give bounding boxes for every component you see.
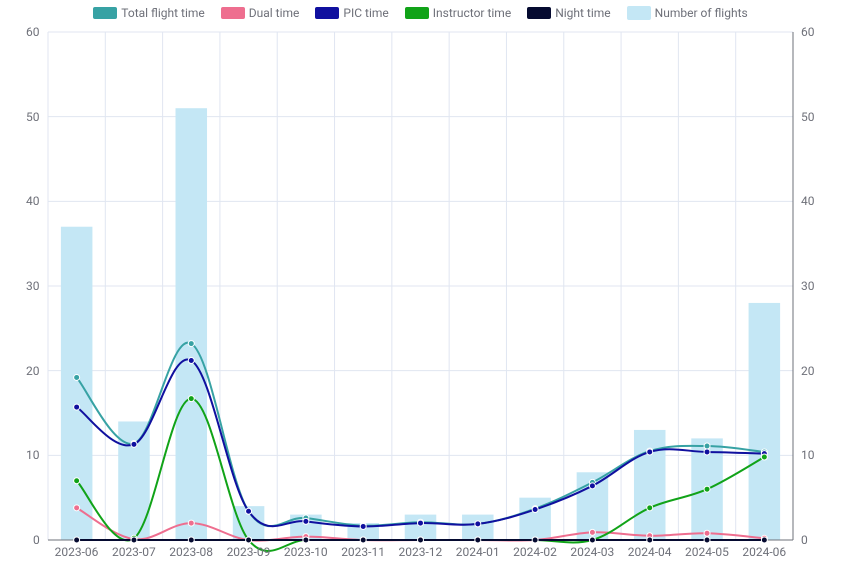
series-flights: [61, 108, 780, 540]
bar: [405, 515, 437, 540]
marker: [74, 537, 80, 543]
marker: [418, 537, 424, 543]
legend-item-instructor[interactable]: Instructor time: [405, 6, 511, 20]
marker: [188, 358, 194, 364]
marker: [74, 374, 80, 380]
xaxis-tick: 2024-01: [456, 545, 500, 559]
legend-swatch: [93, 7, 117, 19]
legend: Total flight time Dual time PIC time Instru…: [0, 6, 841, 20]
xaxis-tick: 2023-12: [399, 545, 443, 559]
marker: [74, 505, 80, 511]
legend-label: PIC time: [343, 6, 388, 20]
yaxis-right-tick: 40: [801, 194, 815, 208]
legend-swatch: [221, 7, 245, 19]
yaxis-left-tick: 40: [26, 194, 40, 208]
xaxis-tick: 2024-06: [742, 545, 786, 559]
xaxis-tick: 2024-03: [570, 545, 614, 559]
marker: [589, 537, 595, 543]
legend-swatch: [627, 6, 651, 20]
yaxis-left-tick: 60: [26, 25, 40, 39]
xaxis-tick: 2024-04: [628, 545, 672, 559]
bar: [749, 303, 781, 540]
yaxis-right-tick: 60: [801, 25, 815, 39]
marker: [532, 507, 538, 513]
xaxis-tick: 2023-09: [227, 545, 271, 559]
marker: [761, 537, 767, 543]
xaxis-tick: 2023-06: [55, 545, 99, 559]
marker: [360, 537, 366, 543]
xaxis-tick: 2023-10: [284, 545, 328, 559]
yaxis-right-tick: 30: [801, 279, 815, 293]
legend-swatch: [315, 7, 339, 19]
marker: [589, 483, 595, 489]
bar: [176, 108, 208, 540]
marker: [704, 449, 710, 455]
marker: [704, 537, 710, 543]
legend-item-flights[interactable]: Number of flights: [627, 6, 748, 20]
legend-item-night[interactable]: Night time: [527, 6, 610, 20]
marker: [704, 486, 710, 492]
bar: [634, 430, 666, 540]
legend-swatch: [405, 7, 429, 19]
xaxis-tick: 2023-11: [341, 545, 385, 559]
marker: [131, 441, 137, 447]
legend-label: Number of flights: [655, 6, 748, 20]
yaxis-left-tick: 50: [26, 110, 40, 124]
xaxis-tick: 2023-07: [112, 545, 156, 559]
marker: [246, 508, 252, 514]
marker: [647, 537, 653, 543]
marker: [589, 529, 595, 535]
marker: [475, 521, 481, 527]
marker: [131, 537, 137, 543]
marker: [761, 454, 767, 460]
xaxis-tick: 2023-08: [169, 545, 213, 559]
marker: [303, 537, 309, 543]
marker: [188, 341, 194, 347]
marker: [303, 518, 309, 524]
legend-item-dual[interactable]: Dual time: [221, 6, 300, 20]
yaxis-right-tick: 0: [801, 533, 808, 547]
legend-item-pic[interactable]: PIC time: [315, 6, 388, 20]
marker: [475, 537, 481, 543]
marker: [360, 523, 366, 529]
marker: [246, 537, 252, 543]
legend-swatch: [527, 7, 551, 19]
marker: [74, 404, 80, 410]
yaxis-left-tick: 20: [26, 364, 40, 378]
legend-label: Instructor time: [433, 6, 511, 20]
xaxis-tick: 2024-02: [513, 545, 557, 559]
marker: [532, 537, 538, 543]
marker: [188, 537, 194, 543]
yaxis-left-tick: 30: [26, 279, 40, 293]
marker: [188, 520, 194, 526]
yaxis-right-tick: 10: [801, 448, 815, 462]
marker: [188, 396, 194, 402]
yaxis-left-tick: 10: [26, 448, 40, 462]
marker: [74, 478, 80, 484]
plot-area: [0, 0, 841, 572]
yaxis-right-tick: 20: [801, 364, 815, 378]
bar: [61, 227, 93, 540]
legend-label: Dual time: [249, 6, 300, 20]
marker: [647, 505, 653, 511]
yaxis-left-tick: 0: [33, 533, 40, 547]
marker: [704, 530, 710, 536]
legend-label: Night time: [555, 6, 610, 20]
marker: [418, 520, 424, 526]
flight-time-chart: Total flight time Dual time PIC time Instru…: [0, 0, 841, 572]
yaxis-right-tick: 50: [801, 110, 815, 124]
xaxis-tick: 2024-05: [685, 545, 729, 559]
legend-item-total[interactable]: Total flight time: [93, 6, 204, 20]
legend-label: Total flight time: [121, 6, 204, 20]
marker: [704, 443, 710, 449]
marker: [647, 449, 653, 455]
